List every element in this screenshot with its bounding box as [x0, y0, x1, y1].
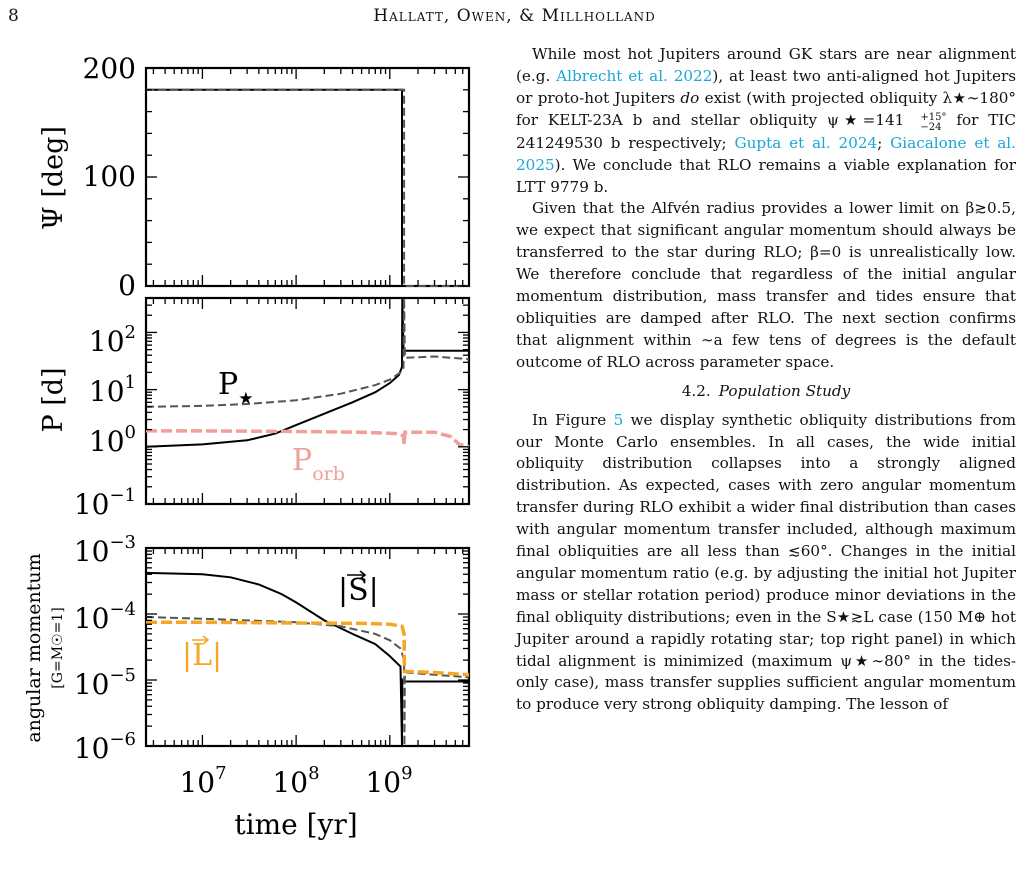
angmom-tick-label-1e-5: 10−5 — [74, 665, 136, 701]
angmom-panel-frame — [144, 546, 471, 748]
psi-tick-label-0: 0 — [118, 269, 136, 302]
citation-giacalone-2025[interactable]: Giacalone et al. 2025 — [516, 133, 1016, 174]
psi-series — [146, 88, 469, 287]
paragraph-alfven-radius: Given that the Alfvén radius provides a … — [516, 199, 1016, 371]
period-series — [145, 297, 470, 449]
paragraph-obliquity-examples: While most hot Jupiters around GK stars … — [516, 45, 1016, 196]
x-tick-label-1e9: 109 — [365, 763, 412, 799]
series-line-0-0 — [146, 88, 469, 287]
figure-1: Ψ [deg] 200 100 0 P [d] 102 101 100 10−1… — [23, 52, 471, 840]
x-tick-label-1e7: 107 — [179, 763, 226, 799]
figure-5-reference[interactable]: 5 — [613, 410, 624, 429]
label-p-star: P★ — [218, 367, 253, 409]
period-tick-label-1: 100 — [89, 422, 136, 458]
label-s: |S| — [338, 573, 379, 608]
psi-ylabel: Ψ [deg] — [38, 126, 69, 230]
running-head: Hallatt, Owen, & Millholland — [373, 6, 656, 26]
period-tick-label-0-1: 10−1 — [74, 485, 136, 521]
text-column: While most hot Jupiters around GK stars … — [516, 44, 1016, 716]
citation-albrecht-2022[interactable]: Albrecht et al. 2022 — [556, 66, 713, 85]
angmom-series — [145, 571, 470, 747]
series-line-1-0 — [145, 297, 469, 448]
angmom-tick-label-1e-3: 10−3 — [74, 532, 136, 568]
angmom-ylabel: angular momentum — [23, 553, 45, 742]
section-heading-population-study: 4.2. Population Study — [681, 381, 851, 400]
series-line-2-0 — [145, 571, 469, 747]
angmom-tick-label-1e-4: 10−4 — [74, 599, 136, 635]
paragraph-population-study: In Figure 5 we display synthetic obliqui… — [516, 410, 1016, 714]
vector-arrow-s — [347, 570, 367, 580]
angmom-tick-label-1e-6: 10−6 — [74, 729, 136, 765]
series-line-2-2 — [146, 620, 470, 677]
series-line-1-1 — [145, 297, 470, 408]
psi-tick-label-100: 100 — [83, 160, 136, 193]
psi-tick-label-200: 200 — [83, 52, 136, 85]
x-tick-label-1e8: 108 — [272, 763, 319, 799]
citation-gupta-2024[interactable]: Gupta et al. 2024 — [734, 133, 878, 152]
series-line-1-2 — [146, 429, 470, 449]
label-l: |L| — [182, 638, 222, 673]
page-number: 8 — [8, 6, 19, 26]
angmom-ylabel-units: [G=M☉=1] — [50, 607, 66, 688]
period-tick-label-100: 102 — [89, 322, 136, 358]
period-panel-frame — [144, 296, 471, 506]
x-axis-label: time [yr] — [234, 808, 357, 840]
period-ylabel: P [d] — [38, 367, 69, 432]
label-p-orb: Porb — [292, 443, 345, 485]
vector-arrow-l — [192, 635, 210, 645]
tick-marks — [146, 67, 470, 747]
psi-panel-frame — [144, 66, 471, 288]
series-line-0-1 — [146, 88, 469, 287]
period-tick-label-10: 101 — [89, 372, 136, 408]
